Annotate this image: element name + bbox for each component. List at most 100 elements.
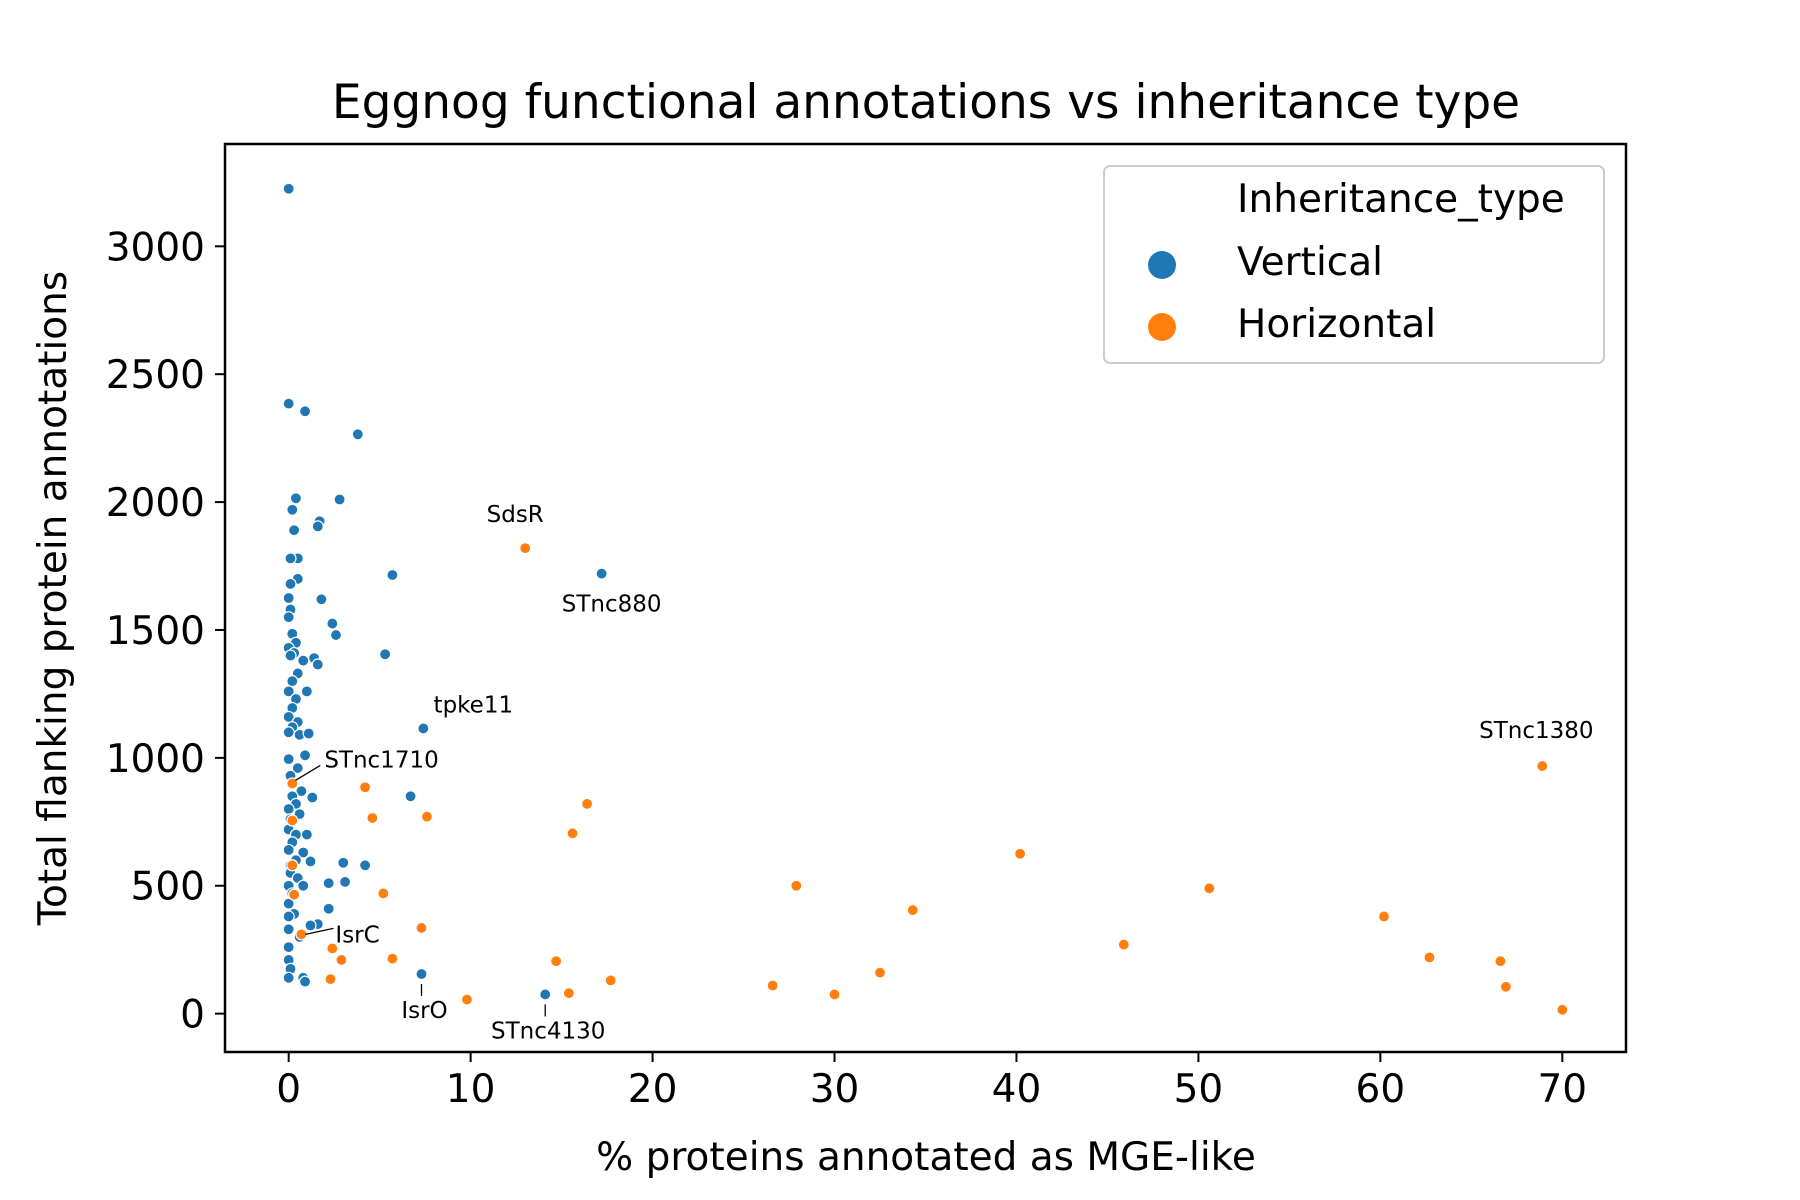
point-vertical [286, 503, 299, 516]
annotation-label: IsrO [401, 998, 447, 1024]
point-vertical [539, 988, 552, 1001]
point-horizontal [359, 781, 372, 794]
point-vertical [351, 428, 364, 441]
legend-title: Inheritance_type [1237, 177, 1565, 222]
point-horizontal [326, 942, 339, 955]
x-tick-label: 0 [276, 1067, 301, 1112]
point-vertical [289, 492, 303, 505]
point-horizontal [604, 974, 617, 987]
point-horizontal [580, 797, 594, 810]
point-vertical [282, 182, 295, 195]
point-vertical [295, 785, 308, 798]
point-vertical [297, 879, 310, 892]
annotation-leader [305, 927, 334, 935]
point-vertical [297, 846, 310, 859]
x-tick-label: 60 [1356, 1067, 1406, 1112]
annotation-label: STnc880 [562, 592, 662, 618]
point-vertical [306, 791, 319, 804]
y-tick-label: 2000 [106, 481, 205, 526]
point-horizontal [420, 810, 434, 823]
point-vertical [282, 591, 295, 605]
annotation-label: STnc1380 [1479, 718, 1593, 744]
point-vertical [322, 877, 335, 890]
point-horizontal [1014, 847, 1027, 860]
y-tick-label: 1000 [106, 737, 205, 782]
point-vertical [304, 919, 317, 932]
point-vertical [304, 855, 317, 868]
point-horizontal [386, 952, 399, 965]
legend-marker-vertical [1148, 251, 1176, 279]
point-horizontal [286, 777, 299, 790]
point-vertical [298, 975, 312, 988]
legend-label-vertical: Vertical [1237, 240, 1383, 285]
point-horizontal [288, 888, 301, 901]
x-axis-ticks: 0 10 20 30 40 50 60 70 [276, 1052, 1587, 1112]
point-horizontal [1117, 938, 1130, 951]
point-vertical [282, 685, 295, 698]
x-tick-label: 20 [628, 1067, 678, 1112]
point-horizontal [828, 988, 841, 1001]
point-vertical [386, 568, 399, 582]
point-vertical [302, 727, 315, 740]
point-vertical [379, 648, 392, 661]
point-horizontal [286, 814, 299, 827]
point-horizontal [1377, 910, 1391, 923]
plot-frame [223, 142, 1628, 1054]
point-vertical [282, 923, 295, 936]
y-tick-label: 2500 [106, 353, 205, 398]
x-tick-label: 10 [446, 1067, 496, 1112]
point-horizontal [1423, 951, 1436, 964]
point-vertical [333, 493, 346, 506]
point-vertical [311, 520, 324, 533]
point-vertical [359, 859, 372, 872]
legend: Inheritance_type Vertical Horizontal [1103, 165, 1605, 364]
annotation-label: STnc1710 [324, 747, 438, 773]
point-vertical [338, 875, 352, 889]
point-vertical [404, 790, 417, 803]
point-vertical [284, 649, 297, 662]
point-horizontal [906, 903, 919, 917]
point-horizontal [519, 542, 532, 555]
y-tick-label: 500 [131, 865, 205, 910]
point-vertical [286, 675, 299, 688]
point-horizontal [566, 827, 579, 840]
point-vertical [595, 567, 608, 580]
x-tick-label: 40 [992, 1067, 1042, 1112]
y-tick-label: 0 [180, 993, 205, 1038]
point-vertical [282, 726, 295, 739]
point-vertical [284, 552, 297, 565]
point-annotations: SdsR STnc880 tpke11 STnc1380 STnc1710 IsrC Isr… [294, 502, 1594, 1044]
point-vertical [298, 749, 312, 762]
point-horizontal [1203, 882, 1216, 895]
annotation-leader [294, 764, 321, 781]
point-horizontal [460, 993, 474, 1006]
point-vertical [291, 761, 304, 775]
legend-label-horizontal: Horizontal [1237, 302, 1436, 347]
x-tick-label: 50 [1174, 1067, 1224, 1112]
point-vertical [282, 910, 295, 923]
point-vertical [282, 397, 295, 410]
legend-box [1103, 165, 1605, 364]
point-horizontal [335, 953, 348, 967]
point-vertical [326, 617, 339, 630]
point-horizontal [295, 928, 308, 941]
point-horizontal [766, 979, 779, 992]
point-vertical [282, 897, 295, 910]
point-horizontal [415, 921, 428, 935]
point-vertical [282, 611, 295, 624]
point-vertical [337, 856, 350, 869]
annotation-label: tpke11 [434, 692, 514, 718]
y-axis-label: Total flanking protein annotations [31, 271, 76, 926]
point-vertical [315, 593, 328, 606]
point-horizontal [1494, 955, 1507, 968]
x-tick-label: 70 [1537, 1067, 1587, 1112]
point-horizontal [366, 811, 379, 825]
chart-title: Eggnog functional annotations vs inherit… [332, 75, 1520, 130]
x-axis-label: % proteins annotated as MGE-like [596, 1135, 1256, 1180]
point-vertical [282, 971, 295, 984]
y-tick-label: 3000 [106, 225, 205, 270]
point-horizontal [562, 987, 575, 1000]
point-vertical [300, 828, 313, 841]
annotation-label: SdsR [487, 502, 544, 528]
